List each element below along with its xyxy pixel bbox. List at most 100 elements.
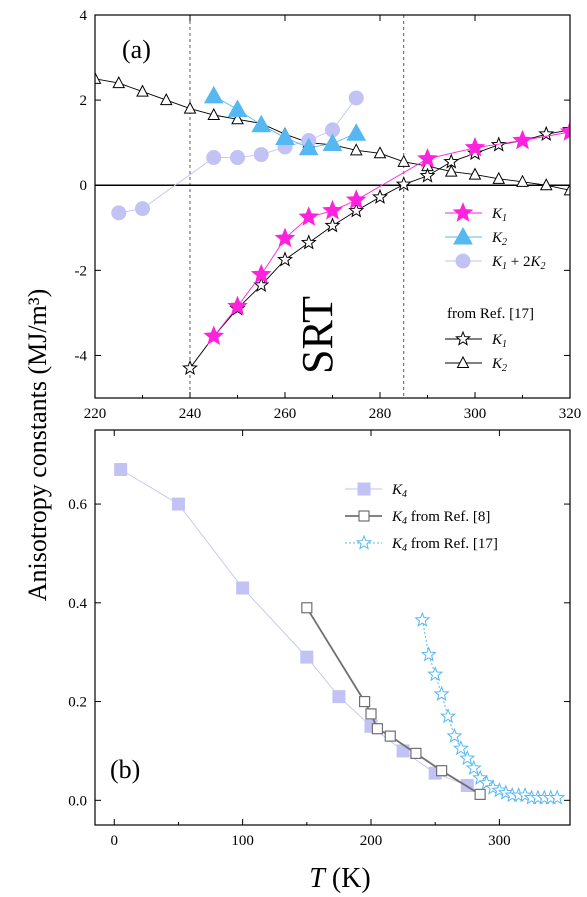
legend-label-0: K4 [391, 482, 407, 500]
series-0-point-8 [464, 136, 486, 157]
legend-label-sub2: 2 [541, 261, 546, 272]
series-4-point-12 [373, 146, 387, 159]
series-0-point-4 [332, 690, 346, 704]
series-4-point-4 [183, 101, 197, 114]
legend-label-sub: 1 [502, 339, 507, 350]
series-3-point-4 [277, 251, 293, 267]
series-4-point-20 [563, 183, 570, 196]
series-3-point-0 [182, 359, 198, 375]
series-3-point-7 [348, 202, 365, 218]
x-tick-label-3: 280 [369, 406, 392, 422]
series-4-point-5 [207, 107, 221, 121]
series-line-3 [189, 129, 570, 369]
series-2-point-0 [414, 611, 431, 627]
legend-label-3: K1 [491, 332, 507, 350]
series-1-point-2 [251, 114, 272, 133]
legend-label-sub: 4 [402, 516, 407, 527]
series-3-point-12 [467, 144, 483, 161]
series-4-point-13 [397, 154, 411, 167]
x-tick-label-4: 300 [464, 406, 487, 422]
series-2-point-5 [446, 727, 463, 743]
y-tick-label-4: 4 [80, 8, 88, 24]
series-0-point-1 [227, 295, 248, 316]
series-4-point-18 [516, 174, 529, 187]
series-0-point-6 [396, 744, 410, 758]
series-0-point-7 [417, 148, 438, 168]
series-2-point-4 [253, 147, 269, 163]
series-0-point-3 [300, 650, 314, 664]
series-1-point-6 [436, 765, 448, 777]
series-4-point-0 [95, 71, 102, 84]
series-3-point-9 [395, 175, 412, 192]
series-4-point-3 [159, 93, 173, 106]
series-3-point-11 [443, 153, 460, 169]
legend-label-sub: 4 [402, 489, 407, 500]
legend-label-1: K4 from Ref. [8] [391, 509, 490, 527]
legend-label-main: K [391, 509, 403, 525]
series-0-point-4 [298, 206, 320, 226]
y-tick-label-1: -2 [75, 263, 88, 279]
series-2-point-2 [206, 150, 222, 166]
legend-label-main: K [491, 206, 503, 222]
legend-label-sub: 4 [402, 543, 407, 554]
series-2-point-7 [325, 122, 340, 138]
series-3-point-3 [253, 276, 270, 293]
legend-marker-3 [455, 330, 471, 346]
y-tick-label-3: 0.6 [68, 497, 87, 513]
series-0-point-10 [559, 121, 570, 141]
series-4-point-6 [231, 112, 244, 125]
legend-label-rest: + 2 [507, 254, 530, 270]
legend-label-0: K1 [491, 206, 507, 224]
series-1-point-3 [371, 723, 384, 735]
x-tick-label-2: 260 [274, 406, 297, 422]
legend-marker-1 [453, 226, 473, 245]
series-3-point-6 [324, 217, 341, 233]
series-1-point-5 [322, 133, 343, 152]
series-2-point-8 [465, 759, 482, 776]
series-0-point-9 [512, 129, 533, 150]
legend-label-main: K [491, 230, 503, 246]
series-4-point-17 [492, 171, 506, 184]
y-tick-label-2: 0 [80, 178, 88, 194]
legend-label-sub: 2 [502, 363, 507, 374]
series-group [114, 463, 566, 805]
plot-frame [94, 429, 571, 826]
series-2-point-3 [433, 685, 450, 701]
series-1-point-2 [365, 708, 377, 720]
legend-label-sub: 1 [502, 213, 507, 224]
series-0-point-1 [171, 497, 185, 511]
x-tick-label-5: 320 [559, 406, 582, 422]
series-2-point-7 [459, 749, 476, 766]
series-1-point-6 [346, 123, 367, 141]
legend-label-2: K4 from Ref. [17] [391, 536, 498, 554]
series-2-point-4 [440, 707, 457, 724]
series-0-point-5 [322, 199, 343, 220]
legend-marker-1 [358, 510, 370, 522]
srt-annotation: SRT [293, 296, 342, 374]
series-3-point-5 [300, 234, 317, 250]
legend-marker-0 [357, 482, 371, 496]
x-axis-label-symbol: T [309, 863, 327, 894]
y-tick-label-0: -4 [75, 348, 88, 364]
series-2-point-8 [348, 90, 364, 106]
legend-label-main2: K [529, 254, 541, 270]
series-2-point-0 [111, 205, 127, 221]
series-2-point-3 [230, 150, 245, 166]
series-3-point-10 [419, 167, 436, 183]
series-1-point-5 [410, 747, 422, 760]
series-group [95, 71, 570, 375]
legend-marker-2 [356, 534, 372, 550]
x-tick-label-3: 300 [488, 833, 511, 849]
x-tick-label-0: 0 [111, 833, 119, 849]
legend-marker-0 [452, 202, 474, 222]
x-tick-label-1: 240 [179, 406, 202, 422]
series-2-point-1 [420, 646, 437, 662]
y-tick-label-3: 2 [80, 93, 88, 109]
series-2-point-1 [135, 201, 150, 217]
series-2-point-21 [549, 789, 566, 805]
series-1-point-1 [227, 99, 248, 117]
